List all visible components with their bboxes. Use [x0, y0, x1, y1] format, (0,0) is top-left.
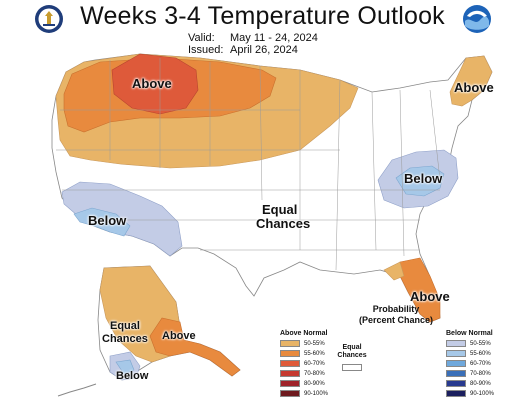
label-alaska-below: Below	[116, 370, 149, 382]
legend-above-swatch	[280, 360, 300, 367]
label-above-northwest: Above	[132, 76, 172, 91]
legend: Probability (Percent Chance) Above Norma…	[276, 304, 516, 404]
alaska-above-55-60	[149, 317, 241, 377]
legend-below-swatch	[446, 340, 466, 347]
label-below-midatlantic: Below	[404, 171, 443, 186]
legend-above-header: Above Normal	[280, 330, 328, 337]
legend-below-label: 60-70%	[470, 360, 491, 367]
legend-above-label: 50-55%	[304, 340, 325, 347]
legend-below-swatch	[446, 380, 466, 387]
issued-key: Issued:	[188, 44, 224, 56]
label-equal-chances-line2: Chances	[256, 216, 311, 231]
label-equal-chances-line1: Equal	[262, 202, 298, 217]
legend-above-row: 60-70%	[280, 360, 325, 367]
legend-above-label: 55-60%	[304, 350, 325, 357]
legend-above-row: 50-55%	[280, 340, 325, 347]
page-title: Weeks 3-4 Temperature Outlook	[80, 2, 445, 30]
legend-below-swatch	[446, 360, 466, 367]
valid-value: May 11 - 24, 2024	[230, 32, 318, 44]
legend-above-row: 70-80%	[280, 370, 325, 377]
legend-equal-line1: Equal	[342, 344, 362, 351]
legend-below-label: 55-60%	[470, 350, 491, 357]
legend-above-row: 80-90%	[280, 380, 325, 387]
legend-above-swatch	[280, 390, 300, 397]
label-alaska-equal-line2: Chances	[102, 333, 148, 345]
label-above-florida: Above	[410, 289, 450, 304]
above-50-55-florida-edge	[383, 261, 405, 281]
legend-above-row: 90-100%	[280, 390, 328, 397]
aleutian-islands	[57, 383, 97, 397]
legend-below-row: 80-90%	[446, 380, 491, 387]
legend-above-row: 55-60%	[280, 350, 325, 357]
legend-above-label: 60-70%	[304, 360, 325, 367]
valid-key: Valid:	[188, 32, 215, 44]
label-alaska-equal-line1: Equal	[110, 320, 140, 332]
above-55-60-florida	[399, 257, 441, 323]
above-50-55-northeast	[449, 55, 493, 107]
issued-value: April 26, 2024	[230, 44, 298, 56]
legend-equal-swatch	[342, 364, 362, 371]
legend-below-label: 90-100%	[470, 390, 495, 397]
below-55-60-midatlantic	[395, 165, 445, 197]
doc-seal-icon	[35, 5, 63, 33]
legend-below-label: 70-80%	[470, 370, 491, 377]
legend-below-row: 90-100%	[446, 390, 494, 397]
legend-above-label: 80-90%	[304, 380, 325, 387]
legend-above-swatch	[280, 350, 300, 357]
legend-above-swatch	[280, 370, 300, 377]
legend-above-swatch	[280, 340, 300, 347]
legend-above-swatch	[280, 380, 300, 387]
state-borders	[56, 58, 441, 271]
legend-below-row: 55-60%	[446, 350, 491, 357]
label-above-northeast: Above	[454, 80, 494, 95]
legend-below-row: 50-55%	[446, 340, 491, 347]
alaska-below-55-60	[115, 359, 135, 375]
legend-above-label: 70-80%	[304, 370, 325, 377]
legend-below-label: 50-55%	[470, 340, 491, 347]
below-55-60-southwest	[73, 207, 131, 237]
legend-below-swatch	[446, 390, 466, 397]
label-alaska-above: Above	[162, 330, 196, 342]
noaa-logo-icon	[463, 5, 491, 33]
legend-below-swatch	[446, 370, 466, 377]
legend-equal-line2: Chances	[337, 352, 367, 359]
above-60-70-core	[111, 53, 199, 115]
legend-below-row: 60-70%	[446, 360, 491, 367]
label-below-southwest: Below	[88, 213, 127, 228]
legend-below-swatch	[446, 350, 466, 357]
legend-title-line1: Probability	[372, 304, 420, 314]
legend-title-line2: (Percent Chance)	[358, 315, 434, 325]
legend-below-label: 80-90%	[470, 380, 491, 387]
legend-above-label: 90-100%	[304, 390, 329, 397]
legend-below-row: 70-80%	[446, 370, 491, 377]
legend-below-header: Below Normal	[446, 330, 493, 337]
